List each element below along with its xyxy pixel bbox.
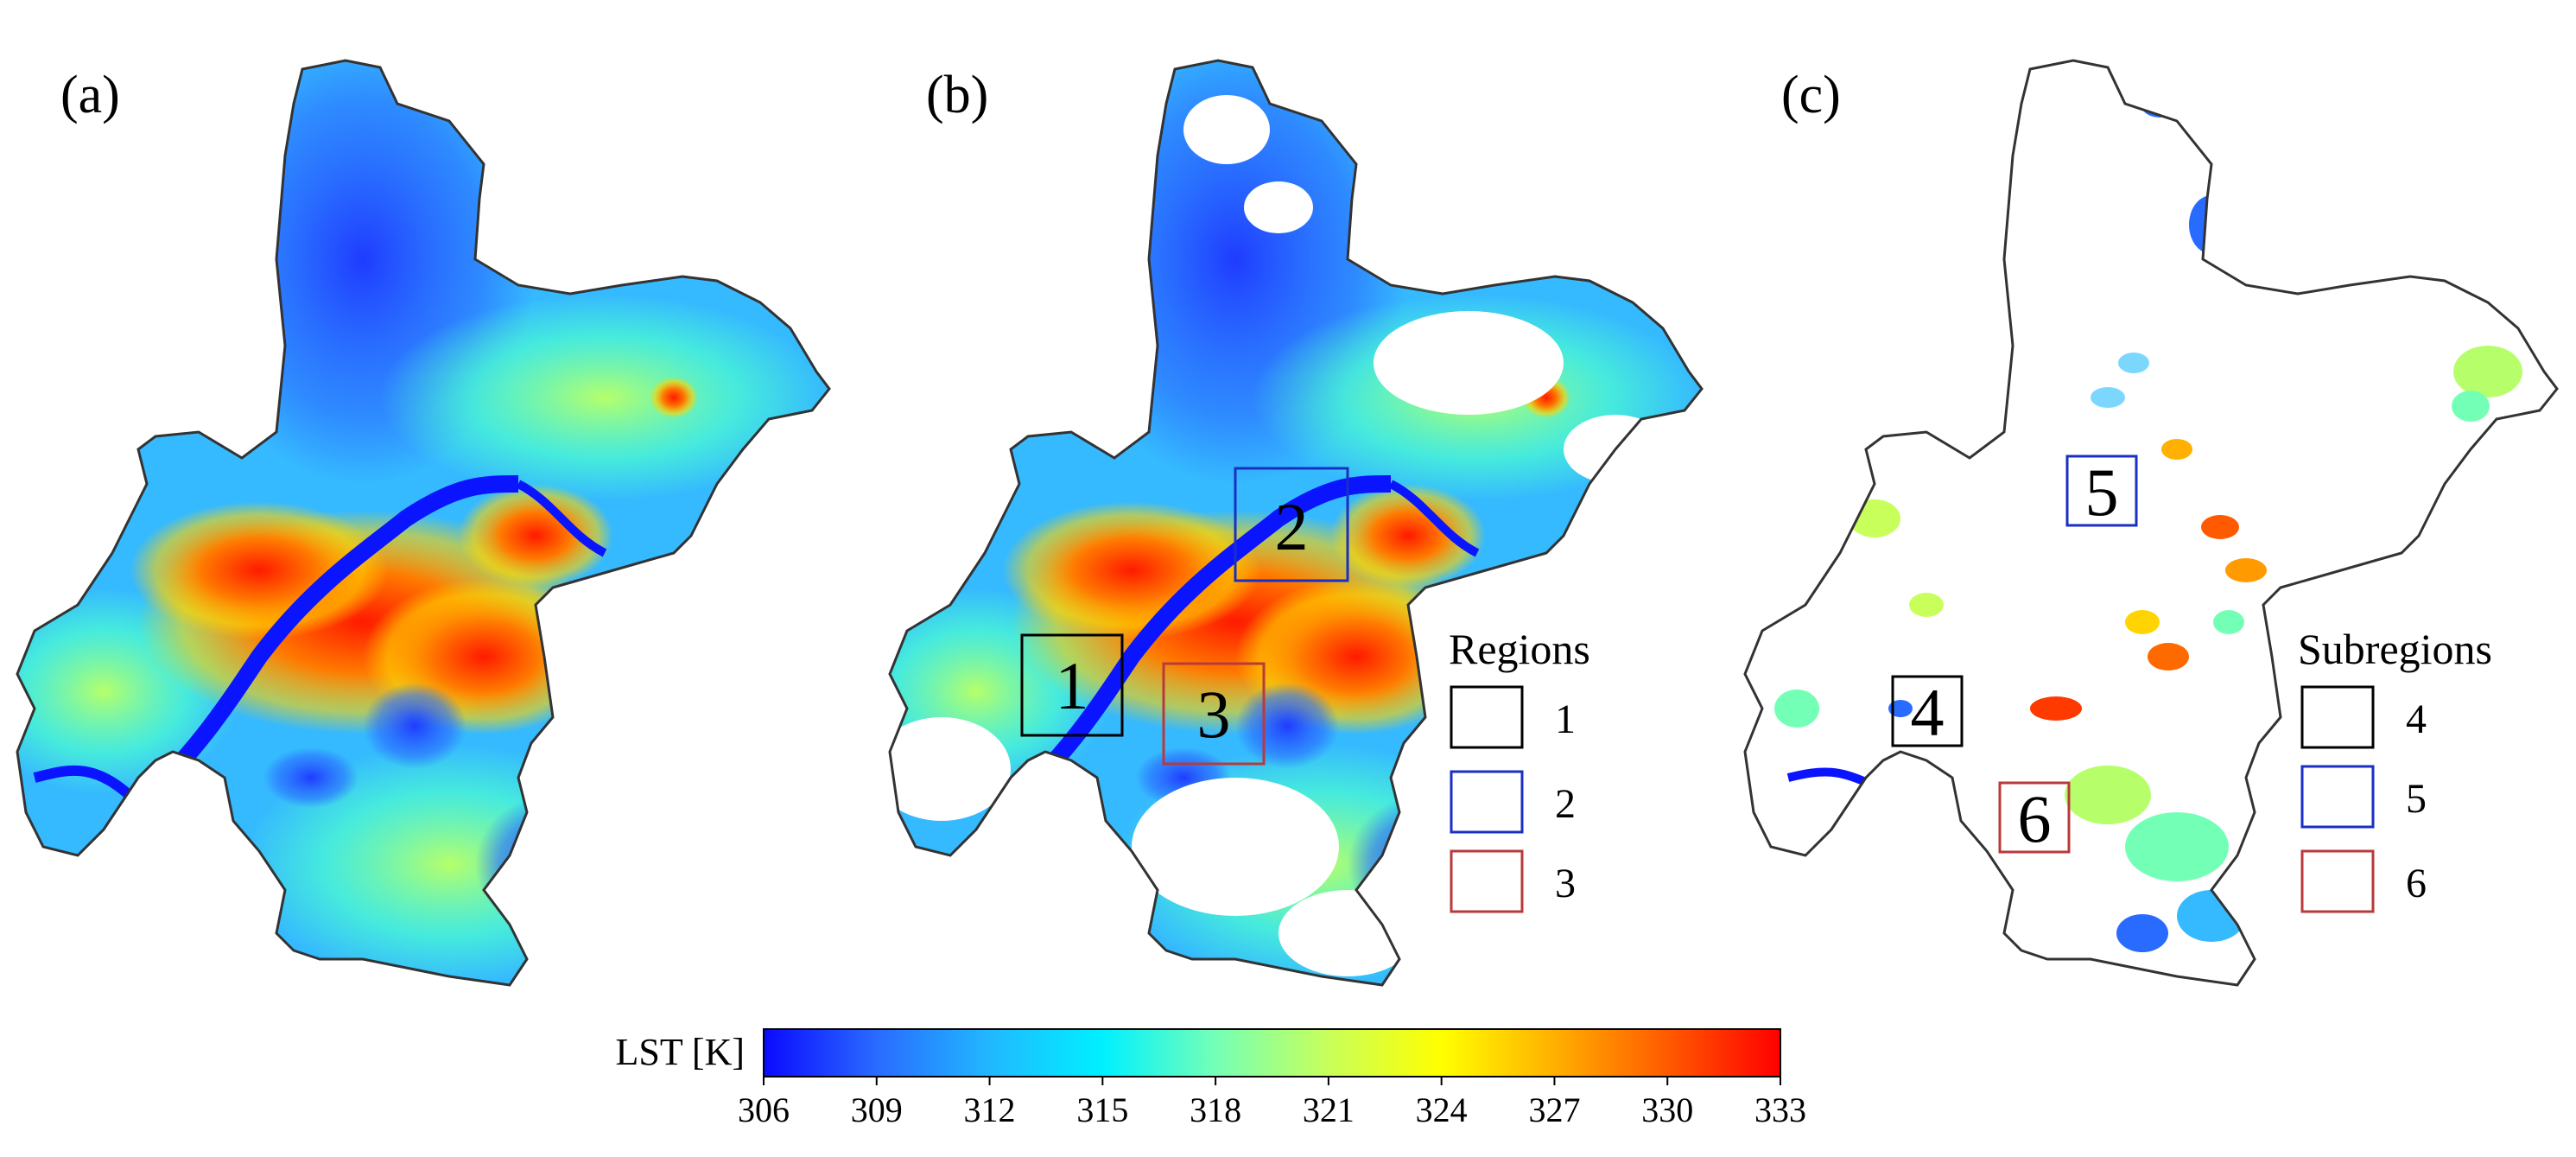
regions-legend-swatch-2 — [1450, 770, 1524, 834]
colorbar-tick-label: 327 — [1528, 1090, 1580, 1129]
panel-b-label: (b) — [926, 66, 988, 124]
subregion-box-5-frame — [2065, 455, 2138, 527]
subregions-legend-label-6: 6 — [2406, 861, 2427, 906]
subregions-legend-label-4: 4 — [2406, 696, 2427, 742]
colorbar-tick-label: 321 — [1303, 1090, 1355, 1129]
colorbar-tick-label: 315 — [1076, 1090, 1128, 1129]
regions-legend-label-2: 2 — [1555, 781, 1576, 827]
regions-legend-title: Regions — [1449, 625, 1590, 673]
colorbar-tick-label: 312 — [964, 1090, 1016, 1129]
regions-legend-item-3: 3 — [1450, 849, 1576, 913]
colorbar-tick-label: 306 — [738, 1090, 790, 1129]
regions-legend: Regions 1 2 3 — [1449, 625, 1590, 913]
colorbar-bar — [763, 1028, 1781, 1078]
colorbar-tick-label: 330 — [1641, 1090, 1693, 1129]
subregions-legend: Subregions 4 5 6 — [2298, 625, 2492, 913]
regions-legend-item-2: 2 — [1450, 770, 1576, 834]
panel-b-lst-map — [890, 0, 1736, 1020]
subregion-box-4-label: 4 — [1911, 675, 1945, 750]
panel-c-label: (c) — [1781, 66, 1841, 124]
colorbar-title: LST [K] — [615, 1031, 745, 1073]
subregions-legend-swatch-4 — [2300, 685, 2375, 749]
colorbar: LST [K] 306 309 312 315 318 321 324 327 330 333 — [615, 1028, 1806, 1129]
panel-c-lst-map — [1774, 90, 2522, 952]
subregion-box-5: 5 — [2065, 455, 2138, 530]
region-box-2-frame — [1234, 467, 1349, 582]
region-box-1: 1 — [1020, 633, 1124, 737]
subregions-legend-item-5: 5 — [2300, 765, 2427, 829]
colorbar-tick-label: 333 — [1754, 1090, 1806, 1129]
subregions-legend-swatch-5 — [2300, 765, 2375, 829]
regions-legend-item-1: 1 — [1450, 685, 1576, 749]
region-box-2-label: 2 — [1275, 489, 1309, 564]
regions-legend-label-3: 3 — [1555, 861, 1576, 906]
region-box-3-frame — [1162, 662, 1266, 766]
region-box-1-frame — [1020, 633, 1124, 737]
subregion-box-4: 4 — [1891, 675, 1964, 750]
regions-legend-swatch-3 — [1450, 849, 1524, 913]
regions-legend-swatch-1 — [1450, 685, 1524, 749]
region-box-2: 2 — [1234, 467, 1349, 582]
subregions-legend-item-6: 6 — [2300, 849, 2427, 913]
regions-legend-label-1: 1 — [1555, 696, 1576, 742]
region-box-1-label: 1 — [1056, 648, 1089, 723]
region-box-3: 3 — [1162, 662, 1266, 766]
panel-c: (c) 4 5 6 Subregions 4 5 — [1743, 59, 2559, 987]
panel-b: (b) 1 2 3 Regions — [888, 0, 1736, 1020]
panel-a-label: (a) — [60, 66, 120, 124]
colorbar-ticks: 306 309 312 315 318 321 324 327 330 333 — [738, 1077, 1806, 1129]
subregions-legend-label-5: 5 — [2406, 776, 2427, 822]
subregion-box-6: 6 — [1998, 781, 2071, 856]
subregion-box-6-label: 6 — [2018, 781, 2052, 856]
subregions-legend-swatch-6 — [2300, 849, 2375, 913]
subregions-legend-item-4: 4 — [2300, 685, 2427, 749]
subregions-legend-title: Subregions — [2298, 625, 2492, 673]
subregion-box-6-frame — [1998, 781, 2071, 854]
colorbar-tick-label: 309 — [851, 1090, 903, 1129]
colorbar-tick-label: 324 — [1416, 1090, 1468, 1129]
colorbar-tick-label: 318 — [1190, 1090, 1241, 1129]
panel-a: (a) — [0, 0, 864, 1020]
region-box-3-label: 3 — [1197, 677, 1231, 752]
panel-a-lst-map — [0, 0, 864, 1020]
subregion-box-4-frame — [1891, 675, 1964, 747]
subregion-box-5-label: 5 — [2085, 455, 2119, 530]
